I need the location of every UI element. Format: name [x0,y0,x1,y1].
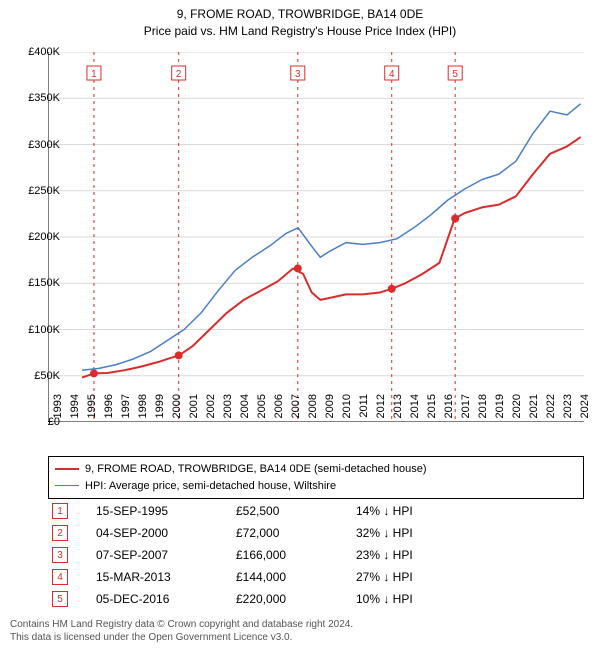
legend-label: 9, FROME ROAD, TROWBRIDGE, BA14 0DE (sem… [85,461,427,478]
chart-title: 9, FROME ROAD, TROWBRIDGE, BA14 0DE Pric… [0,0,600,40]
sales-row: 3 07-SEP-2007£166,00023% ↓ HPI [48,544,584,566]
y-axis-tick-label: £300K [16,139,60,151]
title-line1: 9, FROME ROAD, TROWBRIDGE, BA14 0DE [0,6,600,23]
x-axis-tick-label: 2017 [460,394,472,426]
x-axis-tick-label: 2003 [222,394,234,426]
sale-delta-hpi: 14% ↓ HPI [356,504,486,518]
chart-plot-area: 1 2 3 4 5 [48,52,584,422]
sale-delta-hpi: 32% ↓ HPI [356,526,486,540]
x-axis-tick-label: 2015 [426,394,438,426]
x-axis-tick-label: 2004 [239,394,251,426]
sale-price: £166,000 [236,548,356,562]
chart-legend: 9, FROME ROAD, TROWBRIDGE, BA14 0DE (sem… [48,456,584,499]
title-line2: Price paid vs. HM Land Registry's House … [0,23,600,40]
x-axis-tick-label: 2021 [528,394,540,426]
sale-date: 05-DEC-2016 [96,592,236,606]
legend-item: 9, FROME ROAD, TROWBRIDGE, BA14 0DE (sem… [55,461,577,478]
chart-svg: 1 2 3 4 5 [48,52,584,422]
x-axis-tick-label: 2010 [341,394,353,426]
sales-row: 4 15-MAR-2013£144,00027% ↓ HPI [48,566,584,588]
x-axis-tick-label: 2001 [188,394,200,426]
x-axis-tick-label: 2011 [358,394,370,426]
x-axis-tick-label: 2008 [307,394,319,426]
sale-marker-box: 3 [52,547,68,563]
legend-label: HPI: Average price, semi-detached house,… [85,478,336,495]
svg-text:4: 4 [389,69,395,80]
x-axis-tick-label: 2007 [290,394,302,426]
sales-row: 1 15-SEP-1995£52,50014% ↓ HPI [48,500,584,522]
x-axis-tick-label: 1998 [137,394,149,426]
y-axis-tick-label: £250K [16,185,60,197]
x-axis-tick-label: 2006 [273,394,285,426]
sale-delta-hpi: 10% ↓ HPI [356,592,486,606]
sales-table: 1 15-SEP-1995£52,50014% ↓ HPI 2 04-SEP-2000… [48,500,584,610]
legend-swatch [55,468,79,470]
sale-date: 15-MAR-2013 [96,570,236,584]
legend-item: HPI: Average price, semi-detached house,… [55,478,577,495]
x-axis-tick-label: 1994 [69,394,81,426]
x-axis-tick-label: 2023 [562,394,574,426]
x-axis-tick-label: 1997 [120,394,132,426]
sale-delta-hpi: 27% ↓ HPI [356,570,486,584]
x-axis-tick-label: 1995 [86,394,98,426]
sale-marker-box: 5 [52,591,68,607]
x-axis-tick-label: 1999 [154,394,166,426]
x-axis-tick-label: 2005 [256,394,268,426]
footer-attribution: Contains HM Land Registry data © Crown c… [10,618,353,644]
x-axis-tick-label: 2022 [545,394,557,426]
svg-text:1: 1 [91,69,97,80]
x-axis-tick-label: 1993 [52,394,64,426]
sale-marker-box: 1 [52,503,68,519]
sale-delta-hpi: 23% ↓ HPI [356,548,486,562]
sale-date: 15-SEP-1995 [96,504,236,518]
x-axis-tick-label: 2020 [511,394,523,426]
x-axis-tick-label: 2019 [494,394,506,426]
x-axis-tick-label: 2014 [409,394,421,426]
x-axis-tick-label: 1996 [103,394,115,426]
x-axis-tick-label: 2012 [375,394,387,426]
y-axis-tick-label: £50K [16,370,60,382]
y-axis-tick-label: £350K [16,92,60,104]
sale-price: £220,000 [236,592,356,606]
sale-marker-box: 4 [52,569,68,585]
y-axis-tick-label: £100K [16,324,60,336]
sale-marker-box: 2 [52,525,68,541]
x-axis-tick-label: 2018 [477,394,489,426]
sale-price: £52,500 [236,504,356,518]
svg-text:2: 2 [176,69,182,80]
x-axis-tick-label: 2013 [392,394,404,426]
footer-line2: This data is licensed under the Open Gov… [10,631,353,644]
x-axis-tick-label: 2000 [171,394,183,426]
x-axis-tick-label: 2016 [443,394,455,426]
svg-text:5: 5 [452,69,458,80]
x-axis-tick-label: 2024 [579,394,591,426]
footer-line1: Contains HM Land Registry data © Crown c… [10,618,353,631]
sale-price: £72,000 [236,526,356,540]
x-axis-tick-label: 2009 [324,394,336,426]
svg-text:3: 3 [295,69,301,80]
sale-price: £144,000 [236,570,356,584]
sale-date: 04-SEP-2000 [96,526,236,540]
x-axis-tick-label: 2002 [205,394,217,426]
legend-swatch [55,485,79,486]
y-axis-tick-label: £200K [16,231,60,243]
sales-row: 5 05-DEC-2016£220,00010% ↓ HPI [48,588,584,610]
sale-date: 07-SEP-2007 [96,548,236,562]
sales-row: 2 04-SEP-2000£72,00032% ↓ HPI [48,522,584,544]
y-axis-tick-label: £400K [16,46,60,58]
y-axis-tick-label: £150K [16,277,60,289]
